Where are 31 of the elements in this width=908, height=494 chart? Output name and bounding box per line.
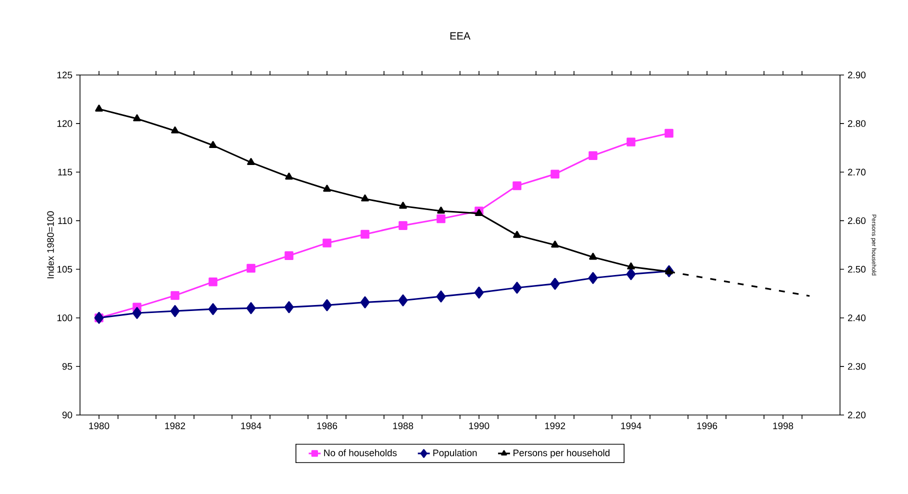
y2-tick-label: 2.80 bbox=[848, 120, 866, 127]
y-tick-label: 90 bbox=[62, 412, 72, 418]
x-tick-label: 1994 bbox=[621, 422, 642, 430]
y-axis-title: Index 1980=100 bbox=[46, 211, 54, 278]
y-tick-label: 100 bbox=[57, 314, 72, 322]
x-tick-label: 1984 bbox=[241, 422, 262, 430]
y2-tick-label: 2.30 bbox=[848, 363, 866, 370]
y-tick-label: 95 bbox=[62, 363, 72, 370]
x-tick-label: 1988 bbox=[393, 422, 414, 430]
x-tick-label: 1980 bbox=[89, 422, 110, 430]
chart-title: EEA bbox=[450, 32, 470, 40]
y2-tick-label: 2.60 bbox=[848, 217, 866, 224]
x-tick-label: 1986 bbox=[317, 422, 338, 430]
y2-tick-label: 2.20 bbox=[848, 412, 866, 418]
y-tick-label: 105 bbox=[57, 266, 72, 273]
y-tick-label: 120 bbox=[57, 120, 72, 127]
y2-tick-label: 2.90 bbox=[848, 72, 866, 78]
y-tick-label: 125 bbox=[57, 72, 72, 78]
y2-tick-label: 2.70 bbox=[848, 168, 866, 176]
x-tick-label: 1998 bbox=[773, 422, 794, 430]
x-tick-label: 1982 bbox=[165, 422, 186, 430]
y2-tick-label: 2.50 bbox=[848, 266, 866, 273]
legend-label: No of households bbox=[324, 449, 397, 456]
x-tick-label: 1992 bbox=[545, 422, 566, 430]
y-tick-label: 110 bbox=[58, 217, 72, 224]
y-tick-label: 115 bbox=[58, 168, 72, 176]
x-tick-label: 1996 bbox=[697, 422, 718, 430]
y2-tick-label: 2.40 bbox=[848, 314, 866, 322]
legend-label: Population bbox=[433, 449, 477, 458]
x-tick-label: 1990 bbox=[469, 422, 490, 430]
legend-label: Persons per household bbox=[514, 449, 610, 458]
